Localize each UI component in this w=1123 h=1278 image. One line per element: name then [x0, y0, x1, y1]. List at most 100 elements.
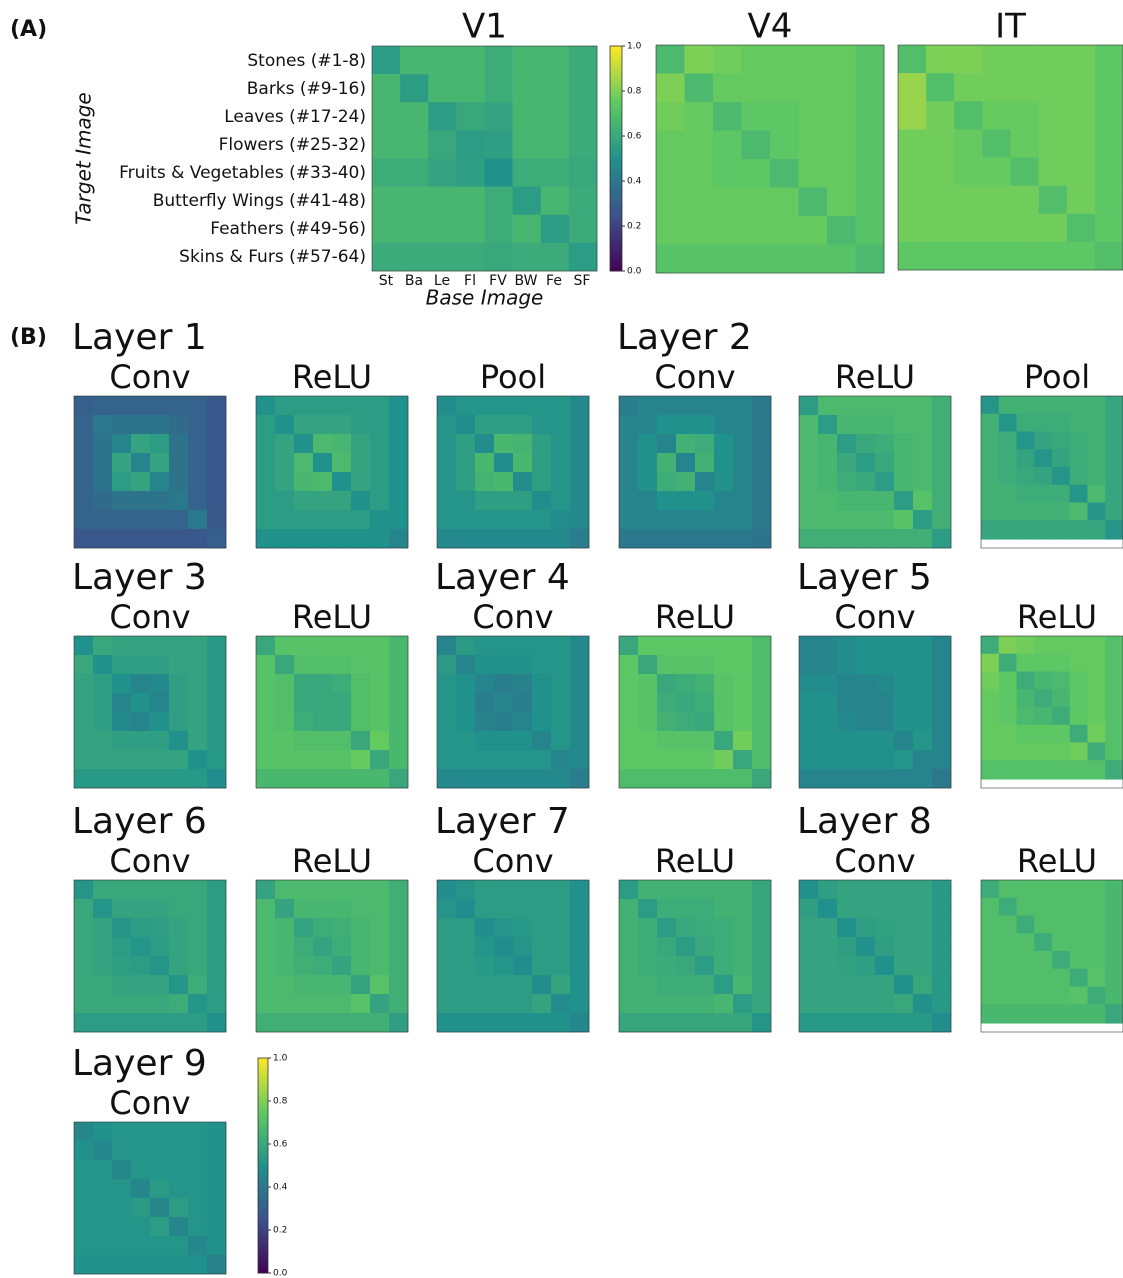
- heatmap-cell: [351, 510, 371, 530]
- heatmap-cell: [494, 956, 514, 976]
- heatmap-cell: [770, 73, 799, 103]
- heatmap-cell: [733, 674, 753, 694]
- heatmap-cell: [752, 1013, 772, 1033]
- heatmap-cell: [1034, 413, 1053, 434]
- heatmap-cell: [932, 693, 952, 713]
- heatmap-cell: [494, 491, 514, 511]
- heatmap-cell: [894, 880, 914, 900]
- heatmap-cell: [570, 510, 590, 530]
- heatmap-cell: [207, 636, 227, 656]
- heatmap-cell: [676, 655, 696, 675]
- heatmap-cell: [370, 994, 390, 1014]
- heatmap-cell: [150, 1198, 170, 1218]
- heatmap-cell: [998, 951, 1017, 971]
- heatmap-cell: [332, 750, 352, 770]
- heatmap-cell: [1069, 951, 1088, 971]
- heatmap-cell: [131, 994, 151, 1014]
- colorbar-segment: [258, 1152, 268, 1158]
- heatmap-cell: [256, 769, 276, 789]
- heatmap-cell: [513, 956, 533, 976]
- heatmap-cell: [1034, 520, 1053, 540]
- heatmap-cell: [570, 937, 590, 957]
- heatmap-cell: [188, 1198, 208, 1218]
- heatmap-cell: [770, 187, 799, 217]
- colorbar-segment: [258, 1208, 268, 1214]
- heatmap-cell: [818, 975, 838, 995]
- heatmap-cell: [1034, 449, 1053, 469]
- colorbar-segment: [258, 1182, 268, 1188]
- heatmap-cell: [112, 750, 132, 770]
- heatmap-cell: [313, 510, 333, 530]
- heatmap-cell: [207, 880, 227, 900]
- heatmap-cell: [713, 216, 742, 245]
- heatmap-cell: [998, 413, 1017, 434]
- heatmap-cell: [456, 769, 476, 789]
- heatmap-cell: [513, 674, 533, 694]
- heatmap-cell: [684, 187, 714, 217]
- heatmap-cell: [188, 1122, 208, 1142]
- heatmap-cell: [389, 434, 409, 454]
- heatmap-cell: [818, 510, 838, 530]
- heatmap-cell: [294, 769, 314, 789]
- heatmap-cell: [93, 655, 113, 675]
- heatmap-cell: [619, 956, 639, 976]
- heatmap-cell: [456, 1013, 476, 1033]
- heatmap-cell: [332, 956, 352, 976]
- heatmap-cell: [93, 937, 113, 957]
- heatmap-cell: [638, 918, 658, 938]
- layer-title: Layer 4: [435, 557, 570, 598]
- heatmap-cell: [512, 46, 542, 75]
- colorbar-segment: [610, 55, 622, 60]
- heatmap-cell: [494, 899, 514, 919]
- heatmap-cell: [313, 712, 333, 732]
- heatmap-cell: [1016, 760, 1035, 780]
- heatmap-cell: [741, 187, 771, 217]
- heatmap-cell: [1034, 653, 1053, 674]
- heatmap-cell: [150, 975, 170, 995]
- heatmap-cell: [169, 1013, 189, 1033]
- heatmap-frame: [980, 879, 1123, 1033]
- heatmap-cell: [926, 101, 955, 130]
- x-category-label: Le: [434, 273, 450, 289]
- heatmap-cell: [389, 956, 409, 976]
- heatmap-cell: [313, 975, 333, 995]
- heatmap-cell: [256, 396, 276, 416]
- heatmap-cell: [150, 415, 170, 435]
- heatmap-cell: [998, 707, 1017, 727]
- heatmap-cell: [93, 1217, 113, 1237]
- heatmap-cell: [1010, 45, 1039, 74]
- colorbar-segment: [610, 50, 622, 56]
- colorbar-segment: [258, 1139, 268, 1145]
- heatmap-cell: [456, 674, 476, 694]
- heatmap-cell: [713, 187, 742, 217]
- heatmap-cell: [169, 1198, 189, 1218]
- heatmap-cell: [856, 636, 876, 656]
- heatmap-cell: [93, 1236, 113, 1256]
- heatmap-cell: [1069, 915, 1088, 935]
- colorbar-tick-label: 1.0: [273, 1054, 288, 1064]
- heatmap-cell: [913, 975, 933, 995]
- heatmap-cell: [741, 102, 771, 131]
- heatmap-cell: [913, 510, 933, 530]
- heatmap-cell: [1105, 396, 1123, 416]
- colorbar-segment: [258, 1242, 268, 1248]
- heatmap-cell: [275, 769, 295, 789]
- heatmap-cell: [437, 472, 457, 492]
- heatmap-cell: [389, 769, 409, 789]
- heatmap-cell: [551, 731, 571, 751]
- heatmap-cell: [188, 674, 208, 694]
- heatmap-cell: [657, 975, 677, 995]
- heatmap-cell: [932, 750, 952, 770]
- heatmap-cell: [150, 712, 170, 732]
- colorbar-segment: [258, 1070, 268, 1076]
- heatmap-cell: [913, 636, 933, 656]
- heatmap-cell: [713, 45, 742, 74]
- heatmap-cell: [1069, 484, 1088, 505]
- heatmap-cell: [752, 655, 772, 675]
- heatmap-cell: [494, 636, 514, 656]
- heatmap-cell: [437, 750, 457, 770]
- colorbar-segment: [610, 203, 622, 209]
- heatmap-cell: [913, 415, 933, 435]
- heatmap-cell: [437, 434, 457, 454]
- heatmap-cell: [532, 880, 552, 900]
